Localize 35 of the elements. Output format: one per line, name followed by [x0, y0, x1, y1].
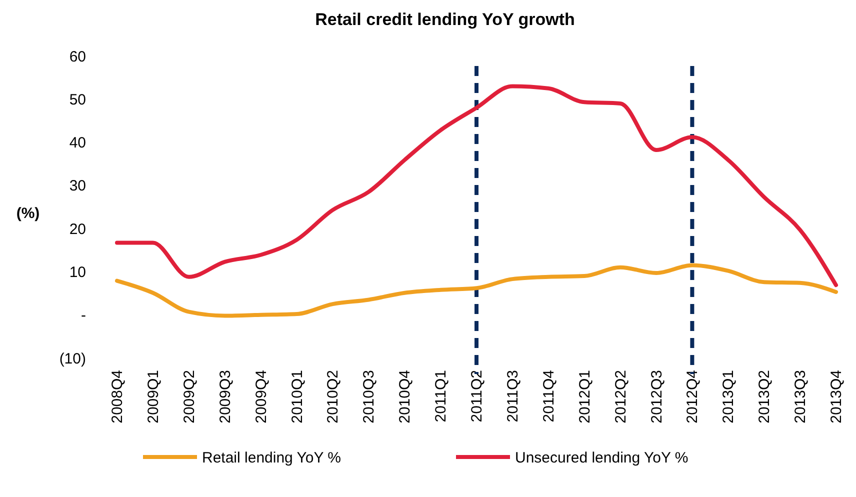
line-series — [115, 84, 838, 288]
x-tick-label: 2012Q2 — [612, 370, 630, 424]
x-tick-label: 2010Q4 — [396, 370, 414, 424]
x-tick-label: 2011Q2 — [468, 370, 486, 422]
y-tick-label: 40 — [69, 134, 86, 152]
x-tick-label: 2011Q1 — [432, 370, 450, 422]
x-tick-label: 2009Q2 — [180, 370, 198, 424]
x-tick-label: 2009Q3 — [216, 370, 234, 424]
x-tick-label: 2012Q3 — [648, 370, 666, 424]
x-tick-label: 2013Q4 — [828, 370, 845, 424]
line-series — [115, 263, 838, 318]
x-tick-label: 2008Q4 — [109, 370, 126, 424]
legend-label: Unsecured lending YoY % — [515, 449, 688, 466]
x-tick-label: 2011Q4 — [540, 370, 558, 422]
y-tick-label: 30 — [69, 178, 86, 195]
x-tick-label: 2010Q3 — [360, 370, 378, 424]
y-tick-label: 60 — [69, 48, 86, 66]
x-tick-label: 2010Q2 — [324, 370, 342, 424]
x-tick-label: 2013Q3 — [792, 370, 810, 424]
y-axis-title: (%) — [16, 205, 40, 222]
chart-title: Retail credit lending YoY growth — [315, 10, 575, 29]
y-tick-label: (10) — [59, 350, 86, 368]
y-tick-label: 10 — [69, 264, 86, 281]
y-tick-label: 50 — [69, 91, 86, 108]
y-tick-label: - — [81, 307, 86, 324]
x-tick-label: 2009Q4 — [252, 370, 270, 424]
x-tick-label: 2012Q1 — [576, 370, 594, 424]
x-tick-label: 2009Q1 — [144, 370, 162, 424]
x-tick-label: 2013Q2 — [756, 370, 774, 424]
x-tick-label: 2012Q4 — [684, 370, 702, 424]
legend-label: Retail lending YoY % — [202, 449, 341, 466]
x-tick-label: 2011Q3 — [504, 370, 522, 422]
x-tick-label: 2013Q1 — [720, 370, 738, 424]
x-tick-label: 2010Q1 — [288, 370, 306, 424]
y-tick-label: 20 — [69, 220, 86, 238]
